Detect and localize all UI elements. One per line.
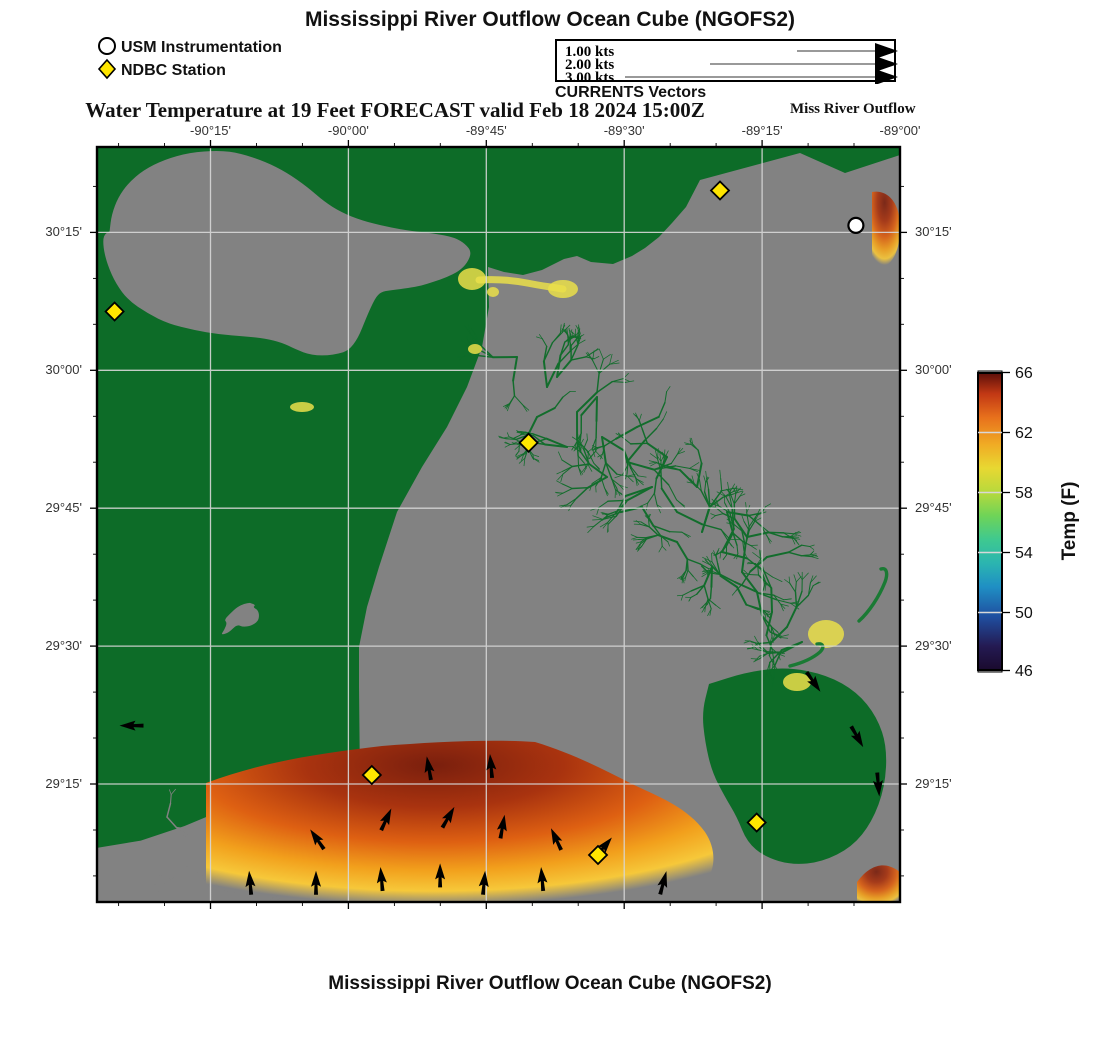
svg-text:29°15': 29°15' [45,776,82,791]
svg-text:-90°00': -90°00' [328,123,369,138]
svg-text:29°15': 29°15' [915,776,952,791]
svg-text:-90°15': -90°15' [190,123,231,138]
svg-text:29°30': 29°30' [915,638,952,653]
svg-text:50: 50 [1015,605,1033,622]
svg-text:-89°15': -89°15' [742,123,783,138]
svg-text:-89°45': -89°45' [466,123,507,138]
svg-text:Temp (F): Temp (F) [1059,482,1080,561]
svg-text:66: 66 [1015,365,1033,382]
svg-text:54: 54 [1015,545,1033,562]
svg-text:46: 46 [1015,663,1033,680]
svg-text:58: 58 [1015,485,1033,502]
svg-text:29°30': 29°30' [45,638,82,653]
svg-text:-89°30': -89°30' [604,123,645,138]
svg-text:62: 62 [1015,425,1033,442]
svg-text:-89°00': -89°00' [880,123,921,138]
svg-text:30°15': 30°15' [915,224,952,239]
svg-text:30°15': 30°15' [45,224,82,239]
svg-text:NDBC Station: NDBC Station [121,62,226,79]
svg-text:29°45': 29°45' [45,500,82,515]
svg-text:3.00 kts: 3.00 kts [565,70,614,84]
svg-text:30°00': 30°00' [915,362,952,377]
svg-text:29°45': 29°45' [915,500,952,515]
svg-text:USM Instrumentation: USM Instrumentation [121,39,282,56]
svg-text:30°00': 30°00' [45,362,82,377]
